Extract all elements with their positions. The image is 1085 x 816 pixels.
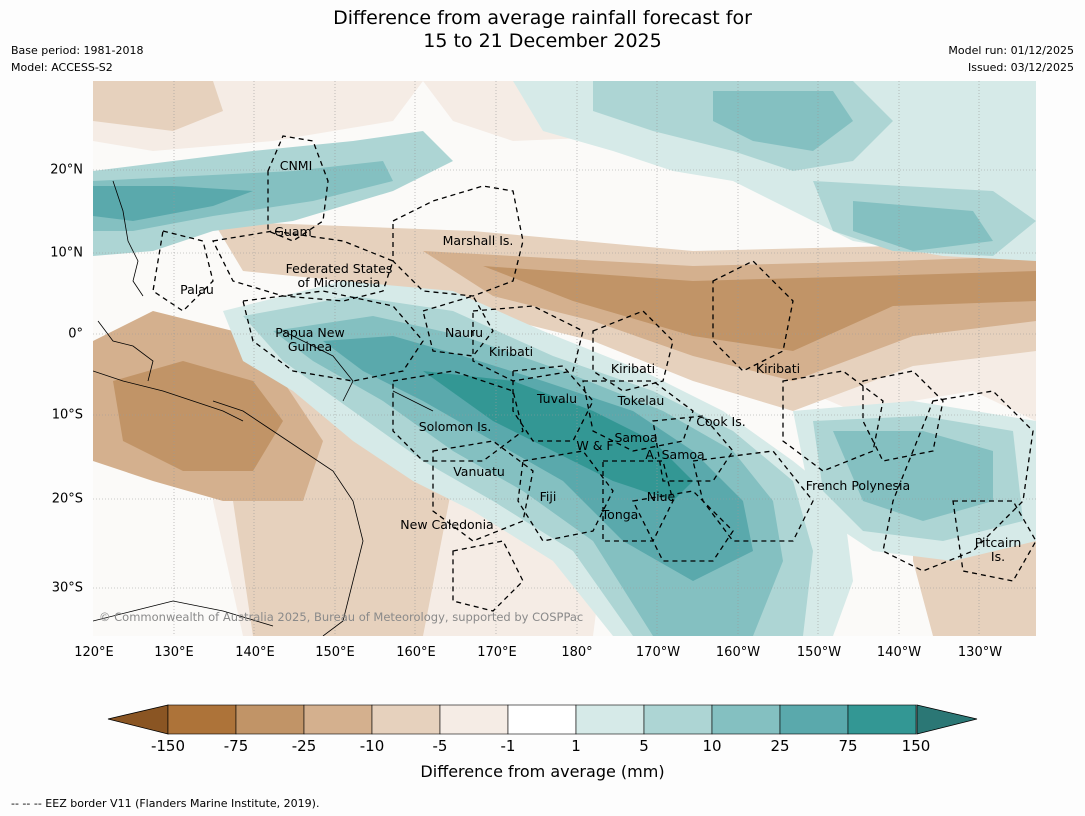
label-new-caledonia: New Caledonia [400,517,494,532]
issued-date: Issued: 03/12/2025 [967,61,1074,74]
model-name: Model: ACCESS-S2 [11,61,113,74]
colorbar-cell [235,704,305,735]
meta-right: Model run: 01/12/2025 Issued: 03/12/2025 [948,42,1074,76]
cb-label-5: 5 [639,737,649,755]
lon-tick-180: 180° [561,645,593,660]
lon-tick-170e: 170°E [477,645,517,660]
label-tokelau: Tokelau [617,393,665,408]
copyright-notice: © Commonwealth of Australia 2025, Bureau… [99,610,584,624]
label-american-samoa: A. Samoa [645,447,705,462]
label-pitcairn-islands: Pitcairn Is. [974,535,1022,564]
chart-title: Difference from average rainfall forecas… [0,7,1085,53]
label-cnmi: CNMI [279,158,313,173]
colorbar-cell [371,704,441,735]
map-canvas [93,81,1036,636]
label-guam: Guam [274,224,312,239]
colorbar-cell [439,704,509,735]
lon-tick-130e: 130°E [154,645,194,660]
lat-tick-20s: 20°S [51,491,83,507]
label-cook-islands: Cook Is. [696,414,746,429]
colorbar-cell [167,704,237,735]
colorbar-extend-high [916,704,978,735]
label-papua-new-guinea: Papua New Guinea [275,325,345,354]
lon-tick-160e: 160°E [396,645,436,660]
colorbar-cell [643,704,713,735]
meta-left: Base period: 1981-2018 Model: ACCESS-S2 [11,42,143,76]
cb-label-neg10: -10 [359,737,385,755]
rainfall-map: CNMI Guam Marshall Is. Federated States … [93,81,1036,636]
cb-label-neg25: -25 [291,737,317,755]
colorbar-cell [575,704,645,735]
lat-tick-30s: 30°S [51,580,83,596]
lat-tick-10n: 10°N [50,245,83,261]
colorbar-cell [847,704,917,735]
cb-label-neg150: -150 [150,737,186,755]
cb-label-neg5: -5 [432,737,448,755]
label-wallis-futuna: W & F [576,438,614,453]
title-line-2: 15 to 21 December 2025 [423,30,662,52]
lon-tick-150w: 150°W [796,645,842,660]
cb-label-75: 75 [838,737,858,755]
base-period: Base period: 1981-2018 [11,44,144,57]
label-tuvalu: Tuvalu [536,391,578,406]
lon-tick-140w: 140°W [876,645,922,660]
label-marshall-islands: Marshall Is. [442,233,514,248]
label-french-polynesia: French Polynesia [805,478,911,493]
colorbar-cell [303,704,373,735]
label-vanuatu: Vanuatu [453,464,505,479]
cb-label-25: 25 [770,737,790,755]
label-samoa: Samoa [614,430,658,445]
lat-tick-10s: 10°S [51,407,83,423]
cb-label-neg1: -1 [500,737,516,755]
lon-tick-170w: 170°W [635,645,681,660]
colorbar-cell [779,704,849,735]
title-line-1: Difference from average rainfall forecas… [333,7,752,29]
colorbar-title: Difference from average (mm) [420,762,665,781]
colorbar-cell [711,704,781,735]
cb-label-neg75: -75 [223,737,249,755]
label-fsm: Federated States of Micronesia [285,261,393,290]
label-palau: Palau [180,282,214,297]
cb-label-10: 10 [702,737,722,755]
cb-label-150: 150 [901,737,931,755]
lat-tick-20n: 20°N [50,162,83,178]
lon-tick-150e: 150°E [315,645,355,660]
label-solomon-islands: Solomon Is. [418,419,492,434]
label-kiribati-west: Kiribati [488,344,534,359]
colorbar-cell [507,704,577,735]
lon-tick-120e: 120°E [74,645,114,660]
label-tonga: Tonga [601,507,639,522]
label-niue: Niue [646,489,676,504]
colorbar-extend-low [107,704,169,735]
label-kiribati-central: Kiribati [610,361,656,376]
lon-tick-160w: 160°W [715,645,761,660]
model-run: Model run: 01/12/2025 [948,44,1074,57]
label-fiji: Fiji [539,489,557,504]
lat-tick-0: 0° [68,326,83,342]
lon-tick-140e: 140°E [235,645,275,660]
eez-footnote: -- -- -- EEZ border V11 (Flanders Marine… [11,797,320,810]
label-nauru: Nauru [445,325,483,340]
cb-label-1: 1 [571,737,581,755]
colorbar [107,704,978,735]
lon-tick-130w: 130°W [957,645,1003,660]
label-kiribati-east: Kiribati [755,361,801,376]
